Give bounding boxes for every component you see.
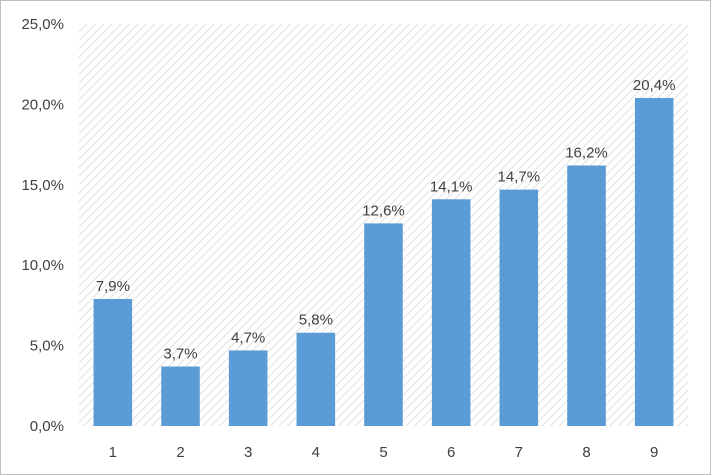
bar <box>364 223 403 426</box>
y-tick-label: 20,0% <box>21 96 64 113</box>
data-labels: 7,9% 3,7% 4,7% 5,8% 12,6% 14,1% 14,7% 16,2% 20,4… <box>96 77 676 363</box>
data-label: 12,6% <box>362 202 405 219</box>
y-tick-label: 5,0% <box>30 338 64 355</box>
x-tick-label: 6 <box>447 444 455 461</box>
y-tick-label: 25,0% <box>21 16 64 33</box>
bar <box>93 298 133 426</box>
bar <box>431 199 471 426</box>
bar <box>161 366 200 426</box>
y-tick-label: 10,0% <box>21 257 64 274</box>
x-tick-label: 7 <box>515 444 523 461</box>
x-tick-label: 3 <box>244 444 252 461</box>
bar <box>499 189 539 426</box>
bar <box>567 165 606 426</box>
bars <box>93 97 674 426</box>
bar <box>228 350 268 426</box>
bar <box>296 332 336 426</box>
x-tick-label: 5 <box>379 444 387 461</box>
data-label: 16,2% <box>565 145 608 162</box>
data-label: 14,7% <box>498 169 541 186</box>
x-axis-ticks: 1 2 3 4 5 6 7 8 9 <box>109 444 659 461</box>
x-tick-label: 1 <box>109 444 117 461</box>
data-label: 3,7% <box>163 346 197 363</box>
data-label: 20,4% <box>633 77 676 94</box>
data-label: 14,1% <box>430 178 473 195</box>
x-tick-label: 9 <box>650 444 658 461</box>
x-tick-label: 4 <box>312 444 320 461</box>
y-tick-label: 0,0% <box>30 418 64 435</box>
bar <box>634 97 674 426</box>
data-label: 4,7% <box>231 329 265 346</box>
data-label: 5,8% <box>299 312 333 329</box>
data-label: 7,9% <box>96 278 130 295</box>
x-tick-label: 2 <box>176 444 184 461</box>
y-axis-ticks: 0,0% 5,0% 10,0% 15,0% 20,0% 25,0% <box>21 16 64 435</box>
x-tick-label: 8 <box>582 444 590 461</box>
y-tick-label: 15,0% <box>21 177 64 194</box>
